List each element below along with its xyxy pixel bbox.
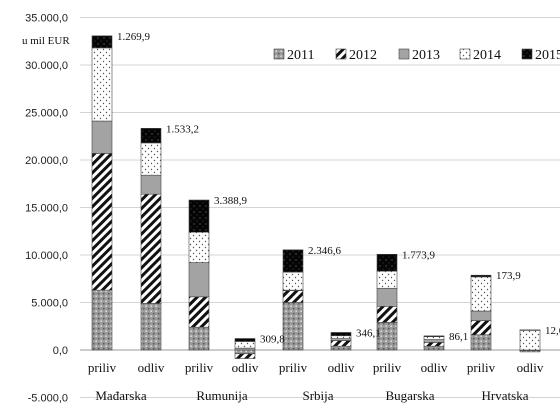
bar-segment <box>91 35 113 49</box>
bar-annotation: 1.533,2 <box>166 123 199 135</box>
bar-segment <box>470 320 492 336</box>
bar-segment <box>376 305 398 323</box>
y-tick-label: 20.000,0 <box>25 155 68 167</box>
legend-swatch <box>521 48 533 60</box>
bar-annotation: 309,8 <box>260 334 285 346</box>
category-label: priliv <box>88 360 117 375</box>
bar-annotation: 1.269,9 <box>117 31 151 43</box>
legend-swatch <box>273 48 285 60</box>
bar-segment <box>188 262 210 298</box>
bar-segment <box>91 289 113 351</box>
bar-segment <box>282 271 304 291</box>
bar-annotation: 1.773,9 <box>402 249 436 261</box>
y-tick-label: -5.000,0 <box>28 393 68 405</box>
y-tick-label: 30.000,0 <box>25 60 68 72</box>
bar-segment <box>282 302 304 351</box>
bar-segment <box>140 174 162 195</box>
bar-segment <box>234 349 256 355</box>
category-label: odliv <box>517 360 544 375</box>
bar-segment <box>188 231 210 263</box>
bar-annotation: 346,1 <box>356 327 381 339</box>
bar-segment <box>140 303 162 351</box>
y-tick-label: 0,0 <box>53 345 68 357</box>
bar-segment <box>282 289 304 303</box>
bar-annotation: 3.388,9 <box>214 195 248 207</box>
bar-segment <box>376 253 398 272</box>
category-label: priliv <box>185 360 214 375</box>
legend-label: 2014 <box>473 48 501 63</box>
bar-segment <box>470 310 492 321</box>
bar-segment <box>188 296 210 328</box>
bar-segment <box>376 270 398 289</box>
legend-label: 2013 <box>412 48 440 63</box>
bar-segment <box>423 335 445 337</box>
y-tick-label: 5.000,0 <box>31 298 68 310</box>
group-label: Rumunija <box>196 388 248 403</box>
bar-segment <box>330 345 352 351</box>
unit-label: u mil EUR <box>22 35 70 47</box>
bar-segment <box>519 329 541 351</box>
bar-segment <box>91 120 113 154</box>
category-label: priliv <box>467 360 496 375</box>
category-label: odliv <box>328 360 355 375</box>
legend-swatch <box>335 48 347 60</box>
bar-annotation: 12,6 <box>545 325 560 337</box>
bar-segment <box>330 332 352 337</box>
bar-segment <box>423 336 445 340</box>
group-label: Hrvatska <box>482 388 529 403</box>
bar-annotation: 2.346,6 <box>308 245 342 257</box>
y-tick-label: 25.000,0 <box>25 108 68 120</box>
category-label: priliv <box>279 360 308 375</box>
category-label: priliv <box>373 360 402 375</box>
bar-segment <box>140 128 162 144</box>
bar-segment <box>330 335 352 339</box>
legend-swatch <box>459 48 471 60</box>
group-label: Bugarska <box>385 388 434 403</box>
legend-swatch <box>398 48 410 60</box>
bar-segment <box>91 153 113 291</box>
bar-segment <box>519 329 541 331</box>
group-label: Srbija <box>302 388 333 403</box>
bar-segment <box>423 342 445 347</box>
category-label: odliv <box>138 360 165 375</box>
y-tick-label: 35.000,0 <box>25 13 68 25</box>
bar-segment <box>470 334 492 351</box>
category-label: odliv <box>232 360 259 375</box>
bar-annotation: 173,9 <box>496 270 521 282</box>
bar-segment <box>423 345 445 351</box>
bar-annotation: 86,1 <box>449 331 468 343</box>
group-label: Mađarska <box>95 388 146 403</box>
bar-segment <box>188 199 210 233</box>
bar-segment <box>234 353 256 359</box>
bar-segment <box>423 339 445 343</box>
y-tick-label: 15.000,0 <box>25 203 68 215</box>
legend-label: 2015 <box>535 48 560 63</box>
legend-label: 2011 <box>287 48 314 63</box>
bar-segment <box>140 193 162 304</box>
y-tick-label: 10.000,0 <box>25 250 68 262</box>
bar-segment <box>470 274 492 278</box>
bar-segment <box>188 326 210 351</box>
bar-segment <box>234 338 256 342</box>
category-label: odliv <box>421 360 448 375</box>
bar-segment <box>234 341 256 349</box>
bar-segment <box>282 249 304 273</box>
bar-segment <box>470 276 492 312</box>
bar-segment <box>330 340 352 347</box>
bar-segment <box>376 287 398 307</box>
bar-segment <box>91 47 113 122</box>
legend-label: 2012 <box>349 48 377 63</box>
bar-segment <box>140 142 162 176</box>
